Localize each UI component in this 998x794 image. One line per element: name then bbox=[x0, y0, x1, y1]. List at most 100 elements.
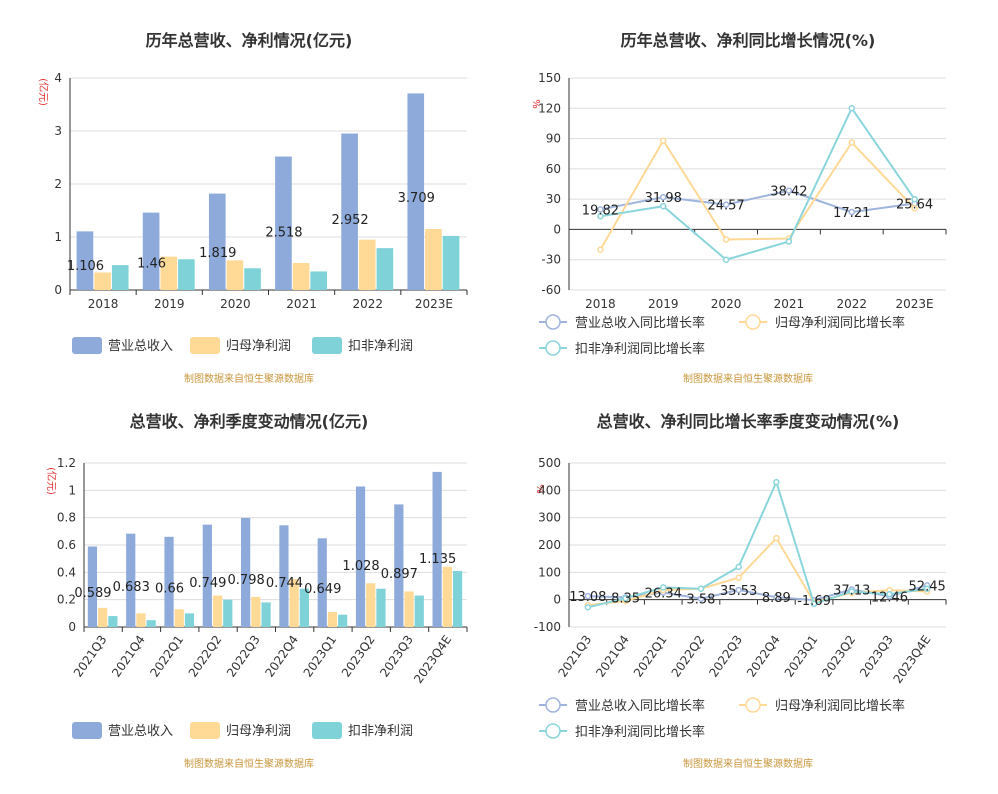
data-label: 1.028 bbox=[342, 559, 379, 574]
data-label: 52.45 bbox=[909, 579, 946, 594]
unit-label: (亿元) bbox=[37, 78, 50, 106]
legend-marker bbox=[745, 314, 761, 330]
bar-net-profit bbox=[174, 609, 184, 627]
bar-net-profit bbox=[358, 239, 376, 290]
y-tick-label: -100 bbox=[534, 620, 561, 634]
data-point bbox=[773, 478, 780, 486]
series-line-net-profit bbox=[587, 536, 928, 607]
y-tick-label: 3 bbox=[54, 124, 62, 138]
bar-revenue bbox=[432, 471, 442, 627]
y-tick-label: 4 bbox=[54, 71, 62, 85]
source-note: 制图数据来自恒生聚源数据库 bbox=[683, 757, 813, 770]
data-label: 2.952 bbox=[331, 213, 368, 228]
y-tick-label: -60 bbox=[541, 283, 561, 297]
y-tick-label: 0 bbox=[553, 222, 561, 236]
data-label: 0.66 bbox=[155, 581, 184, 596]
data-point bbox=[722, 201, 730, 208]
bar-deducted-profit bbox=[376, 248, 394, 290]
y-tick-label: 0 bbox=[54, 283, 62, 297]
source-note: 制图数据来自恒生聚源数据库 bbox=[683, 372, 813, 385]
data-point bbox=[735, 586, 742, 594]
legend-label: 扣非净利润 bbox=[348, 339, 413, 354]
bar-net-profit bbox=[212, 595, 223, 627]
legend-label: 扣非净利润同比增长率 bbox=[575, 724, 705, 740]
x-tick-label: 2018 bbox=[88, 297, 119, 311]
legend-marker bbox=[545, 340, 561, 356]
data-label: 0.649 bbox=[304, 582, 341, 597]
x-tick-label: 2019 bbox=[154, 297, 185, 311]
legend-label: 扣非净利润 bbox=[348, 724, 413, 739]
data-label: 35.53 bbox=[720, 584, 757, 599]
y-tick-label: 90 bbox=[546, 132, 561, 146]
unit-label: % bbox=[530, 99, 541, 109]
legend-label: 营业总收入同比增长率 bbox=[575, 698, 705, 714]
bar-revenue bbox=[317, 538, 327, 627]
bar-deducted-profit bbox=[146, 620, 156, 627]
bar-net-profit bbox=[404, 591, 414, 627]
data-label: 17.21 bbox=[833, 206, 870, 221]
bar-revenue bbox=[241, 517, 251, 627]
x-tick-label: 2022Q1 bbox=[147, 633, 186, 680]
bar-deducted-profit bbox=[223, 599, 233, 627]
legend-marker bbox=[745, 697, 761, 713]
data-label: -1.69 bbox=[797, 594, 831, 609]
y-tick-label: 100 bbox=[538, 565, 561, 579]
x-tick-label: 2019 bbox=[648, 297, 679, 311]
x-tick-label: 2021 bbox=[286, 297, 317, 311]
bar-net-profit bbox=[98, 607, 108, 627]
chart-title: 总营收、净利同比增长率季度变动情况(%) bbox=[597, 412, 900, 431]
legend-swatch bbox=[312, 337, 342, 354]
data-point bbox=[848, 139, 855, 146]
bar-net-profit bbox=[366, 583, 376, 627]
panel-quarterly-amount: 总营收、净利季度变动情况(亿元) (亿元) 0 0.2 0.4 0.6 0.8 1 1.2 202… bbox=[0, 397, 499, 794]
data-label: 1.106 bbox=[67, 259, 104, 274]
bar-deducted-profit bbox=[111, 265, 129, 290]
bar-revenue bbox=[87, 546, 98, 627]
data-label: 12.46 bbox=[871, 590, 908, 605]
y-tick-label: 1.2 bbox=[57, 456, 76, 470]
data-point bbox=[911, 195, 918, 203]
data-label: 0.744 bbox=[266, 576, 303, 591]
data-point bbox=[584, 592, 592, 600]
bar-deducted-profit bbox=[184, 613, 195, 627]
source-note: 制图数据来自恒生聚源数据库 bbox=[184, 757, 314, 770]
y-tick-label: 120 bbox=[538, 101, 561, 115]
x-tick-label: 2022 bbox=[352, 297, 383, 311]
y-tick-label: 500 bbox=[538, 456, 561, 470]
bar-deducted-profit bbox=[442, 235, 460, 290]
data-label: 24.57 bbox=[707, 199, 744, 214]
legend-marker bbox=[545, 314, 561, 330]
x-tick-label: 2023Q1 bbox=[782, 633, 821, 680]
legend-label: 归母净利润 bbox=[226, 339, 291, 354]
data-point bbox=[785, 187, 793, 194]
bar-deducted-profit bbox=[299, 588, 309, 627]
bar-net-profit bbox=[94, 272, 111, 290]
data-label: 1.819 bbox=[199, 246, 236, 261]
legend-swatch bbox=[190, 337, 220, 354]
x-tick-label: 2022 bbox=[836, 297, 867, 311]
bar-revenue bbox=[142, 212, 160, 290]
y-tick-label: 1 bbox=[54, 230, 62, 244]
bar-net-profit bbox=[289, 579, 299, 627]
data-point bbox=[722, 236, 730, 243]
data-point bbox=[660, 584, 667, 591]
bar-net-profit bbox=[327, 611, 338, 627]
data-point bbox=[735, 563, 742, 571]
bar-deducted-profit bbox=[310, 271, 328, 290]
data-point bbox=[911, 204, 918, 212]
bar-deducted-profit bbox=[414, 595, 424, 627]
legend-marker bbox=[545, 697, 561, 713]
data-point bbox=[886, 590, 893, 598]
x-tick-label: 2020 bbox=[711, 297, 742, 311]
y-tick-label: 0.6 bbox=[57, 538, 76, 552]
data-point bbox=[722, 256, 730, 263]
data-label: 25.64 bbox=[896, 198, 933, 213]
panel-annual-amount: 历年总营收、净利情况(亿元) (亿元) 0 1 2 3 4 2018 2019 2020 2021 2… bbox=[0, 0, 499, 397]
legend-swatch bbox=[312, 722, 342, 739]
x-tick-label: 2023Q4E bbox=[411, 633, 454, 686]
bar-revenue bbox=[341, 133, 358, 290]
data-label: 3.58 bbox=[686, 593, 715, 608]
panel-quarterly-growth: 总营收、净利同比增长率季度变动情况(%)% -100 0 100 200 300 400 50… bbox=[499, 397, 998, 794]
x-tick-label: 2022Q3 bbox=[224, 633, 263, 680]
